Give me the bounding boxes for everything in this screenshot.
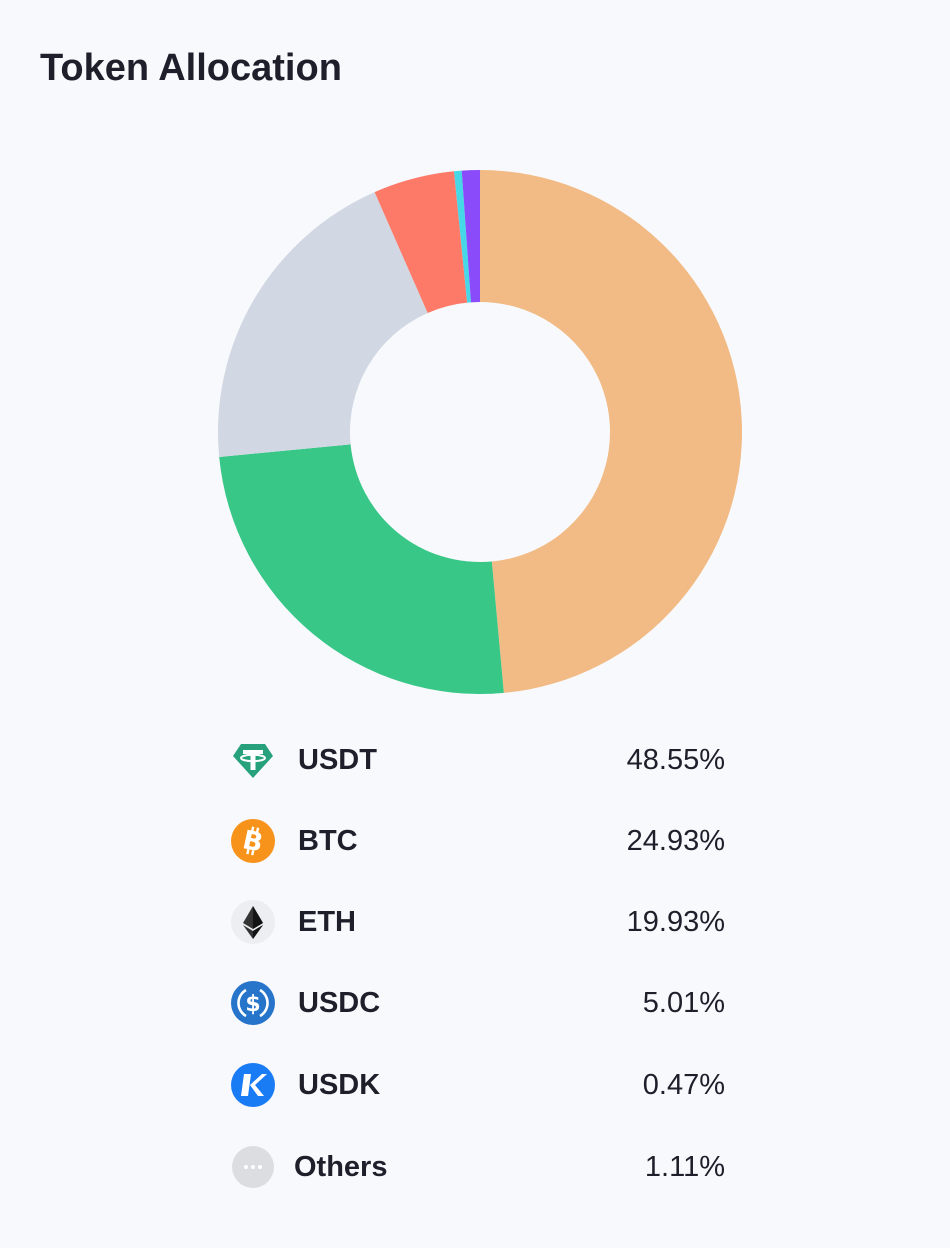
usdc-icon: $ xyxy=(230,980,276,1026)
legend-value: 5.01% xyxy=(642,986,725,1019)
eth-icon xyxy=(230,899,276,945)
page-title: Token Allocation xyxy=(40,47,342,89)
others-icon xyxy=(230,1144,276,1190)
btc-icon: B xyxy=(230,818,276,864)
svg-text:$: $ xyxy=(245,992,260,1017)
legend-label: USDC xyxy=(298,986,381,1019)
legend-item-usdc[interactable]: $ USDC 5.01% xyxy=(230,980,725,1026)
donut-slice-usdc[interactable] xyxy=(374,171,468,313)
legend-value: 1.11% xyxy=(644,1150,725,1183)
legend-label: BTC xyxy=(298,824,358,857)
donut-slice-usdt[interactable] xyxy=(480,170,743,693)
legend-value: 24.93% xyxy=(626,824,725,857)
donut-chart xyxy=(218,170,743,694)
legend-label: Others xyxy=(294,1150,388,1183)
legend-label: ETH xyxy=(298,905,356,938)
donut-slice-btc[interactable] xyxy=(219,444,504,694)
legend-item-eth[interactable]: ETH 19.93% xyxy=(230,899,725,945)
donut-slice-usdk[interactable] xyxy=(454,170,471,303)
legend-label: USDT xyxy=(298,743,377,776)
legend-item-usdk[interactable]: USDK 0.47% xyxy=(230,1062,725,1108)
legend-value: 0.47% xyxy=(642,1068,725,1101)
legend-item-others[interactable]: Others 1.11% xyxy=(230,1144,725,1190)
legend-value: 19.93% xyxy=(626,905,725,938)
legend-item-usdt[interactable]: USDT 48.55% xyxy=(230,737,725,783)
usdt-icon xyxy=(230,737,276,783)
legend-item-btc[interactable]: B BTC 24.93% xyxy=(230,818,725,864)
donut-slice-eth[interactable] xyxy=(218,192,428,457)
legend-label: USDK xyxy=(298,1068,381,1101)
legend-value: 48.55% xyxy=(626,743,725,776)
usdk-icon xyxy=(230,1062,276,1108)
donut-slice-others[interactable] xyxy=(461,170,480,303)
